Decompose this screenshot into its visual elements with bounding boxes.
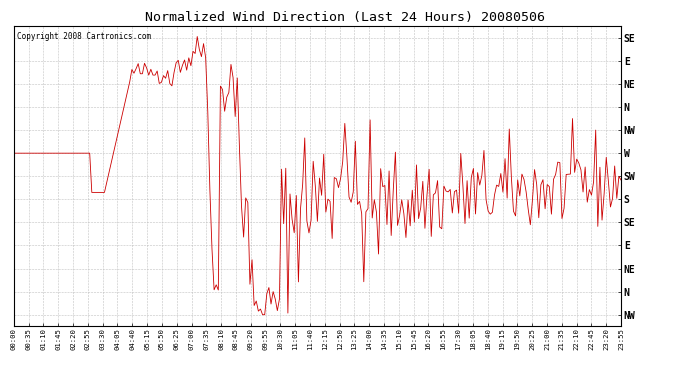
Text: Copyright 2008 Cartronics.com: Copyright 2008 Cartronics.com: [17, 32, 151, 41]
Text: Normalized Wind Direction (Last 24 Hours) 20080506: Normalized Wind Direction (Last 24 Hours…: [145, 11, 545, 24]
